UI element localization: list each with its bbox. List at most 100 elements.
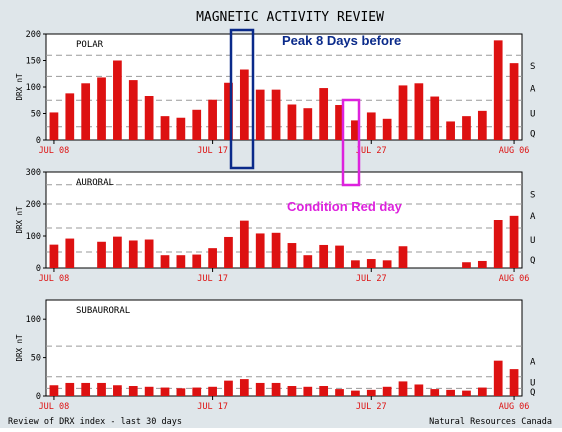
bar [287, 386, 297, 396]
bar [65, 238, 75, 268]
bar [398, 85, 408, 140]
bar [271, 89, 281, 140]
bar [477, 260, 487, 268]
panel-auroral: 0 100 200 300 DRX nT AURORAL QU A S JUL 08 JUL 17 J… [15, 168, 536, 284]
bar [49, 385, 59, 396]
level-label: S [530, 62, 535, 72]
panel-polar: 0 50 100 150 200 DRX nT POLAR QU A S JUL 08 JUL 17 J… [15, 30, 536, 156]
y-tick-label: 50 [31, 354, 41, 364]
x-tick-label: JUL 08 [39, 274, 70, 284]
bar [81, 83, 91, 140]
bar [477, 110, 487, 140]
y-tick-label: 300 [26, 168, 41, 178]
x-tick-label: AUG 06 [499, 146, 530, 156]
plot-area [45, 33, 523, 141]
level-label: A [530, 212, 536, 222]
bar [477, 387, 487, 396]
bar [493, 40, 503, 140]
bar [224, 380, 233, 396]
x-tick-label: JUL 17 [197, 274, 228, 284]
bar [335, 389, 344, 396]
bar [97, 77, 106, 140]
bar [255, 89, 265, 140]
bar [351, 260, 360, 268]
level-label: Q [530, 256, 535, 266]
red-day-annotation-label: Condition Red day [287, 199, 403, 214]
bar [97, 241, 106, 268]
y-tick-label: 150 [26, 57, 41, 67]
level-label: Q [530, 388, 535, 398]
bar [462, 390, 471, 396]
bar [366, 389, 376, 396]
y-tick-label: 0 [36, 392, 41, 402]
bar [351, 390, 360, 396]
x-tick-label: AUG 06 [499, 402, 530, 412]
level-label: A [530, 357, 536, 367]
x-tick-label: JUL 17 [197, 146, 228, 156]
bar [366, 259, 376, 268]
bar [113, 60, 122, 140]
bar [319, 386, 329, 396]
y-tick-label: 200 [26, 200, 41, 210]
bar [271, 232, 281, 268]
bar [398, 246, 408, 268]
bar [192, 387, 202, 396]
bar [319, 244, 329, 268]
level-label: U [530, 110, 535, 120]
bar [366, 112, 376, 140]
bar [509, 215, 519, 268]
y-axis-label: DRX nT [15, 73, 24, 101]
plot-area [45, 171, 523, 269]
footer-right: Natural Resources Canada [429, 417, 552, 427]
bar [208, 386, 217, 396]
level-label: S [530, 190, 535, 200]
bar [113, 385, 122, 396]
bar [430, 389, 440, 396]
bar [462, 262, 471, 268]
bar [493, 360, 503, 396]
bar [287, 104, 297, 140]
bar [239, 69, 249, 140]
plot-area [45, 299, 523, 397]
y-axis-label: DRX nT [15, 206, 24, 234]
bar [271, 382, 281, 396]
bar [239, 220, 249, 268]
bar [192, 109, 202, 140]
x-tick-label: AUG 06 [499, 274, 530, 284]
peak-annotation-box [229, 28, 255, 170]
bar [176, 388, 186, 396]
bar [382, 260, 392, 268]
x-tick-label: JUL 17 [197, 402, 228, 412]
bar [176, 255, 186, 268]
x-tick-label: JUL 08 [39, 146, 70, 156]
bar [446, 389, 455, 396]
bar [493, 220, 503, 268]
bar [176, 117, 186, 140]
bar [208, 248, 217, 268]
annotation-layer: Peak 8 Days before Condition Red day [229, 28, 403, 214]
bar [128, 386, 138, 396]
bar [303, 386, 313, 396]
x-tick-label: JUL 27 [356, 402, 387, 412]
bar [303, 108, 313, 140]
panel-label: POLAR [76, 40, 104, 50]
bar [303, 255, 313, 268]
y-tick-label: 0 [36, 136, 41, 146]
bar [462, 116, 471, 140]
bar [65, 382, 75, 396]
bar [351, 120, 360, 140]
bar [255, 382, 265, 396]
bar [382, 118, 392, 140]
level-label: A [530, 84, 536, 94]
x-tick-label: JUL 27 [356, 146, 387, 156]
x-tick-label: JUL 27 [356, 274, 387, 284]
peak-annotation-label: Peak 8 Days before [282, 33, 401, 48]
bar [49, 244, 59, 268]
bar [319, 88, 329, 140]
x-tick-label: JUL 08 [39, 402, 70, 412]
bar [144, 386, 154, 396]
